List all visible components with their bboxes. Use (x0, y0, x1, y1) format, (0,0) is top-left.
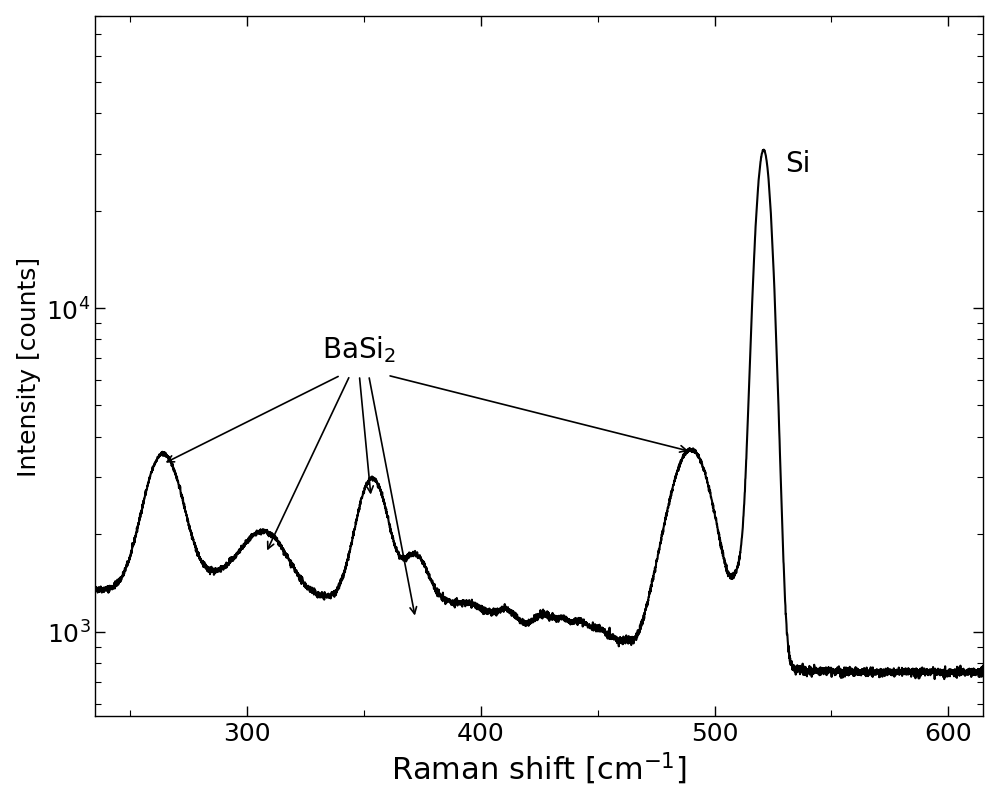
Text: BaSi$_2$: BaSi$_2$ (322, 334, 396, 365)
Y-axis label: Intensity [counts]: Intensity [counts] (17, 256, 41, 476)
Text: Si: Si (785, 150, 810, 178)
X-axis label: Raman shift [cm$^{-1}$]: Raman shift [cm$^{-1}$] (391, 750, 687, 786)
